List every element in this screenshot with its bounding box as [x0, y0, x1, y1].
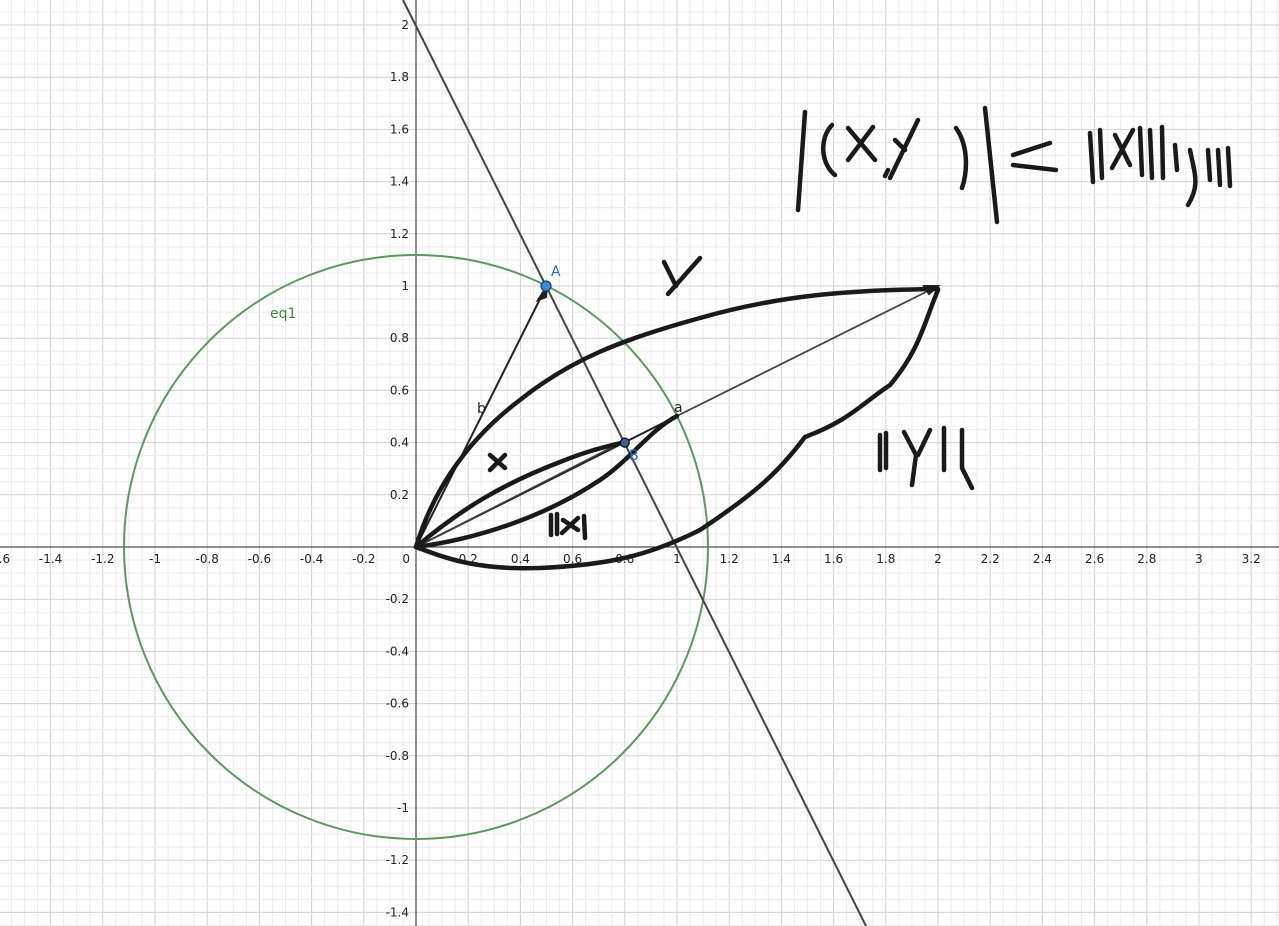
circle-eq1[interactable]: [123, 254, 709, 840]
vector-label: a: [674, 400, 683, 416]
y-tick-label: -1: [397, 801, 409, 815]
x-tick-label: 0.4: [511, 552, 530, 566]
y-tick-label: 0.8: [390, 331, 409, 345]
line-ab[interactable]: [402, 0, 867, 926]
y-tick-label: 2: [401, 18, 409, 32]
y-tick-label: -0.6: [386, 697, 409, 711]
stroke: [487, 452, 508, 473]
point-label: B: [629, 448, 639, 464]
y-tick-label: -0.2: [386, 592, 409, 606]
circle-label: eq1: [270, 306, 296, 322]
y-tick-label: -1.2: [386, 853, 409, 867]
x-tick-label: 1.8: [876, 552, 895, 566]
x-tick-label: -0.2: [352, 552, 375, 566]
stroke: [661, 255, 703, 297]
hand-drawing: [413, 105, 1233, 571]
stroke: [413, 286, 941, 550]
x-tick-label: 3: [1195, 552, 1203, 566]
y-tick-label: -0.8: [386, 749, 409, 763]
y-tick-label: 1.6: [390, 122, 409, 136]
y-tick-label: 1.4: [390, 175, 409, 189]
x-tick-label: -1.6: [0, 552, 10, 566]
vector-b[interactable]: [415, 292, 544, 548]
vector-label: b: [477, 401, 486, 417]
x-tick-label: -0.4: [300, 552, 323, 566]
y-tick-label: 1.8: [390, 70, 409, 84]
formula-stroke: [795, 105, 1233, 225]
y-tick-label: 0.4: [390, 436, 409, 450]
x-tick-label: 2: [934, 552, 942, 566]
stroke: [548, 511, 588, 541]
x-tick-label: -0.8: [195, 552, 218, 566]
x-tick-label: -1.4: [39, 552, 62, 566]
vectors: [415, 285, 941, 548]
point-b[interactable]: [619, 437, 630, 448]
x-tick-label: -1.2: [91, 552, 114, 566]
tick-labels: -1.6 -1.4 -1.2 -1 -0.8 -0.6 -0.4 -0.2 0 0.2 0.4 0.6…: [0, 18, 1261, 919]
x-tick-label: 1.2: [720, 552, 739, 566]
x-tick-label: -0.6: [248, 552, 271, 566]
y-tick-label: 0.2: [390, 488, 409, 502]
y-tick-label: -1.4: [386, 905, 409, 919]
y-tick-label: 1: [401, 279, 409, 293]
stroke: [877, 425, 975, 491]
y-tick-label: -0.4: [386, 644, 409, 658]
x-tick-label: 0: [402, 552, 410, 566]
point-label: A: [551, 264, 561, 280]
stroke: [413, 287, 941, 571]
x-tick-label: 2.4: [1033, 552, 1052, 566]
stroke: [413, 413, 680, 550]
x-tick-label: 3.2: [1242, 552, 1261, 566]
vector-2a[interactable]: [676, 288, 933, 417]
x-tick-label: 1.4: [772, 552, 791, 566]
y-tick-label: 1.2: [390, 227, 409, 241]
stroke: [413, 439, 628, 550]
y-tick-label: 0.6: [390, 383, 409, 397]
x-tick-label: 1.6: [824, 552, 843, 566]
x-tick-label: 2.6: [1085, 552, 1104, 566]
x-tick-label: 2.2: [981, 552, 1000, 566]
x-tick-label: 0.6: [563, 552, 582, 566]
x-tick-label: -1: [149, 552, 161, 566]
x-tick-label: 2.8: [1137, 552, 1156, 566]
point-a[interactable]: [540, 280, 552, 292]
vector-x[interactable]: [415, 442, 621, 548]
x-tick-label: 1: [673, 552, 681, 566]
